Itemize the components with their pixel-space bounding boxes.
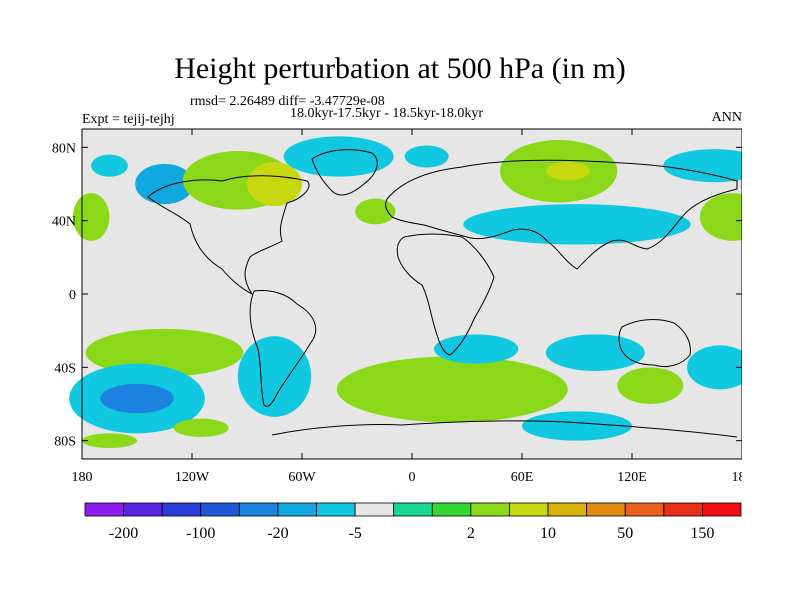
coastline-greenland bbox=[311, 149, 378, 196]
colorbar-label-5: 10 bbox=[540, 525, 556, 542]
anomaly-region-11 bbox=[699, 193, 742, 241]
lat-tick-label-0: 80N bbox=[52, 141, 76, 156]
season-label: ANN bbox=[711, 110, 742, 125]
lon-tick-label-5: 120E bbox=[617, 470, 647, 485]
anomaly-region-5 bbox=[404, 145, 449, 168]
anomaly-contours bbox=[69, 136, 742, 448]
coastline-africa bbox=[396, 233, 495, 356]
coastline-antarctica bbox=[271, 420, 738, 438]
anomaly-region-24 bbox=[522, 411, 632, 441]
anomaly-region-22 bbox=[173, 418, 229, 438]
anomaly-region-3 bbox=[247, 162, 302, 206]
anomaly-region-6 bbox=[355, 198, 396, 225]
coastlines bbox=[147, 149, 738, 438]
colorbar-swatch-3 bbox=[200, 502, 240, 517]
coastline-eurasia bbox=[385, 159, 738, 270]
colorbar-label-6: 50 bbox=[617, 525, 633, 542]
colorbar-swatch-7 bbox=[354, 502, 395, 517]
colorbar-swatch-12 bbox=[547, 502, 588, 517]
colorbar-swatch-5 bbox=[277, 502, 317, 517]
colorbar-swatch-2 bbox=[161, 502, 202, 517]
colorbar-swatch-13 bbox=[586, 502, 626, 517]
coastline-north-america bbox=[147, 175, 310, 296]
map-axes: 80N 40N 0 40S 80S 180 120W 60W 0 60E 120E 180 bbox=[52, 129, 742, 485]
anomaly-region-0 bbox=[91, 154, 128, 177]
colorbar-label-2: -20 bbox=[267, 525, 288, 542]
colorbar-swatch-16 bbox=[702, 502, 742, 517]
colorbar-swatch-0 bbox=[84, 502, 124, 517]
lon-tick-label-0: 180 bbox=[72, 470, 93, 485]
lon-tick-label-1: 120W bbox=[175, 470, 210, 485]
colorbar-swatch-1 bbox=[123, 502, 163, 517]
colorbar-swatch-10 bbox=[470, 502, 510, 517]
anomaly-region-12 bbox=[72, 193, 110, 241]
colorbar-label-4: 2 bbox=[467, 525, 475, 542]
time-periods-text: 18.0kyr-17.5kyr - 18.5kyr-18.0kyr bbox=[290, 106, 484, 121]
anomaly-region-19 bbox=[545, 334, 645, 371]
height-perturbation-map: 80N 40N 0 40S 80S 180 120W 60W 0 60E 120E 180 bbox=[52, 128, 742, 485]
colorbar-label-0: -200 bbox=[109, 525, 138, 542]
anomaly-region-10 bbox=[463, 204, 691, 245]
lon-tick-label-4: 60E bbox=[511, 470, 534, 485]
colorbar-swatches bbox=[84, 502, 742, 517]
rmsd-diff-text: rmsd= 2.26489 diff= -3.47729e-08 bbox=[190, 94, 385, 109]
colorbar-label-3: -5 bbox=[348, 525, 361, 542]
anomaly-region-18 bbox=[434, 334, 519, 364]
anomaly-region-16 bbox=[237, 336, 312, 417]
colorbar-swatch-6 bbox=[316, 502, 356, 517]
lon-tick-label-3: 0 bbox=[409, 470, 416, 485]
colorbar-swatch-9 bbox=[431, 502, 472, 517]
anomaly-region-4 bbox=[283, 136, 394, 177]
anomaly-region-23 bbox=[82, 433, 137, 448]
colorbar: -200 -100 -20 -5 2 10 50 150 bbox=[84, 502, 742, 542]
colorbar-swatch-14 bbox=[624, 502, 665, 517]
colorbar-swatch-11 bbox=[509, 502, 549, 517]
experiment-label: Expt = tejij-tejhj bbox=[82, 112, 175, 127]
lat-tick-label-1: 40N bbox=[52, 215, 76, 230]
colorbar-swatch-8 bbox=[393, 502, 433, 517]
colorbar-labels: -200 -100 -20 -5 2 10 50 150 bbox=[109, 525, 714, 542]
colorbar-label-7: 150 bbox=[690, 525, 714, 542]
anomaly-region-9 bbox=[663, 149, 742, 183]
lat-tick-label-2: 0 bbox=[69, 288, 76, 303]
lat-tick-label-3: 40S bbox=[54, 361, 76, 376]
anomaly-region-17 bbox=[336, 356, 568, 423]
anomaly-region-21 bbox=[687, 345, 742, 390]
coastline-australia bbox=[618, 319, 691, 368]
lat-tick-label-4: 80S bbox=[54, 435, 76, 450]
colorbar-swatch-4 bbox=[238, 502, 279, 517]
lon-tick-label-2: 60W bbox=[288, 470, 316, 485]
anomaly-region-1 bbox=[135, 163, 194, 205]
coastline-south-america bbox=[249, 290, 317, 407]
map-title: Height perturbation at 500 hPa (in m) bbox=[174, 52, 626, 85]
colorbar-label-1: -100 bbox=[186, 525, 215, 542]
anomaly-region-20 bbox=[617, 367, 684, 404]
lon-tick-label-6: 180 bbox=[732, 470, 743, 485]
colorbar-swatch-15 bbox=[663, 502, 703, 517]
anomaly-region-15 bbox=[100, 383, 174, 414]
anomaly-region-8 bbox=[545, 162, 590, 181]
